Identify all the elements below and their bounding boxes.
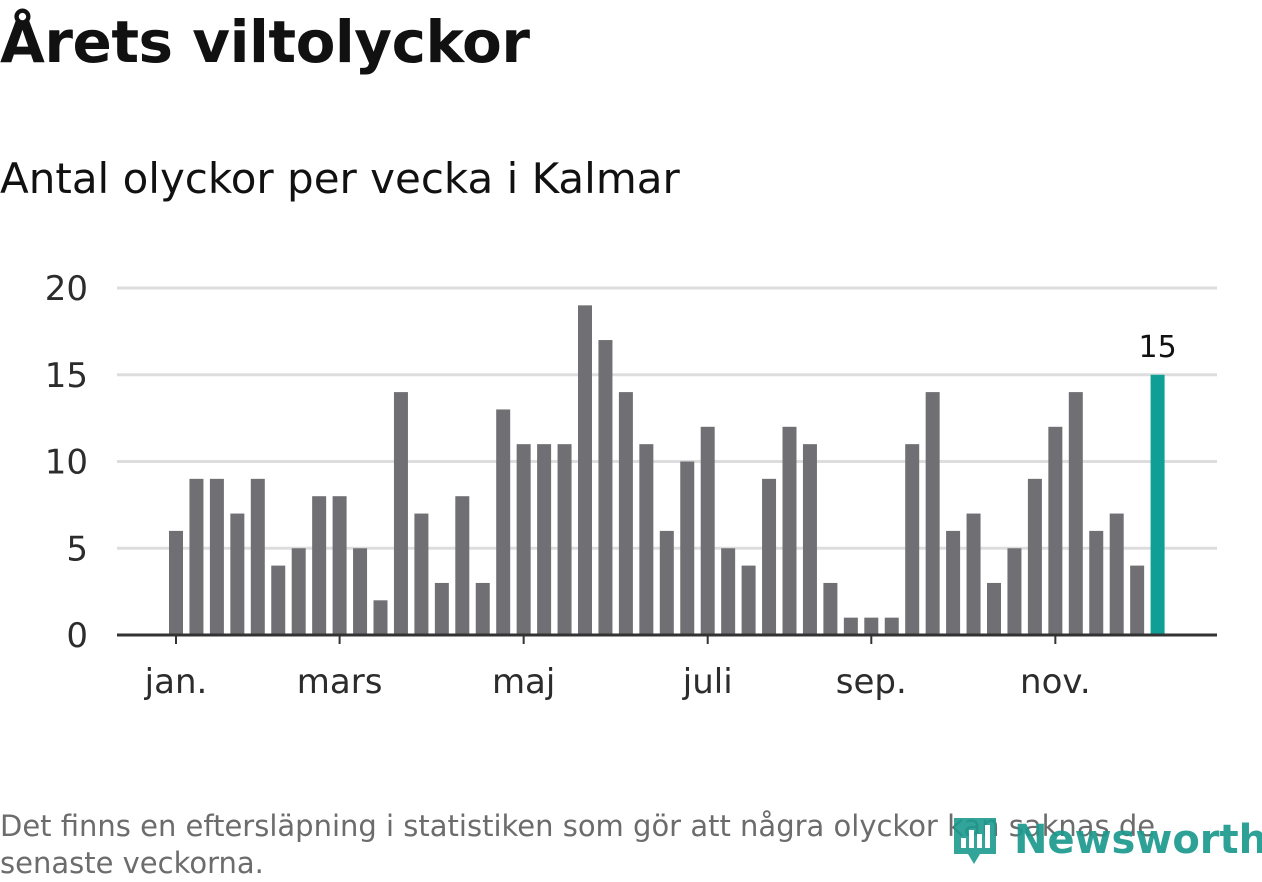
bar[interactable] [618, 392, 633, 635]
bar[interactable] [884, 617, 899, 635]
bar[interactable] [332, 496, 347, 635]
y-tick-label: 5 [66, 529, 88, 569]
bar-highlight[interactable] [1150, 374, 1165, 635]
bar[interactable] [312, 496, 327, 635]
bar[interactable] [741, 565, 756, 635]
axis-labels: 0 5 10 15 20 jan. mars maj juli sep. nov. 15 [45, 269, 1177, 702]
bar[interactable] [434, 582, 449, 635]
bar[interactable] [189, 478, 204, 635]
bar[interactable] [823, 582, 838, 635]
bar[interactable] [925, 392, 940, 635]
x-tick-label: maj [492, 662, 555, 702]
bar[interactable] [639, 444, 654, 635]
bar[interactable] [864, 617, 879, 635]
bar[interactable] [537, 444, 552, 635]
bar[interactable] [721, 548, 736, 635]
bar[interactable] [762, 478, 777, 635]
bar[interactable] [414, 513, 429, 635]
bar[interactable] [1109, 513, 1124, 635]
x-tick-label: nov. [1020, 662, 1091, 702]
x-tick-label: jan. [144, 662, 208, 702]
bar[interactable] [557, 444, 572, 635]
bar[interactable] [353, 548, 368, 635]
bars [169, 305, 1165, 635]
x-axis [117, 633, 1217, 644]
bar[interactable] [169, 530, 183, 635]
x-tick-label: juli [682, 662, 733, 702]
bar[interactable] [1068, 392, 1083, 635]
bar[interactable] [1089, 530, 1104, 635]
bar[interactable] [987, 582, 1001, 635]
bar[interactable] [843, 617, 858, 635]
y-tick-label: 15 [45, 356, 88, 396]
bar[interactable] [700, 426, 715, 635]
y-tick-label: 20 [45, 269, 88, 309]
bar[interactable] [1130, 565, 1145, 635]
bar[interactable] [1048, 426, 1063, 635]
bar[interactable] [393, 392, 408, 635]
bar[interactable] [475, 582, 490, 635]
data-label-highlight: 15 [1139, 330, 1177, 365]
bar[interactable] [1007, 548, 1022, 635]
bar[interactable] [659, 530, 674, 635]
bar[interactable] [496, 409, 511, 635]
newsworthy-logo-icon [954, 818, 996, 864]
x-tick-label: sep. [836, 662, 907, 702]
bar[interactable] [680, 461, 695, 636]
bar[interactable] [373, 600, 388, 635]
bar[interactable] [209, 478, 224, 635]
bar[interactable] [782, 426, 797, 635]
bar[interactable] [230, 513, 245, 635]
logo-wordmark: Newsworthy [1014, 817, 1262, 863]
bar[interactable] [802, 444, 817, 635]
x-tick-label: mars [297, 662, 383, 702]
chart-subtitle: Antal olyckor per vecka i Kalmar [0, 154, 680, 203]
bar[interactable] [578, 305, 592, 635]
bar[interactable] [271, 565, 286, 635]
chart-title: Årets viltolyckor [0, 8, 530, 76]
bar[interactable] [516, 444, 531, 635]
bar[interactable] [1027, 478, 1042, 635]
newsworthy-logo[interactable]: Newsworthy [950, 812, 1262, 868]
bar[interactable] [966, 513, 981, 635]
bar-chart: 0 5 10 15 20 jan. mars maj juli sep. nov. 15 [45, 269, 1217, 702]
bar[interactable] [291, 548, 306, 635]
bar[interactable] [455, 496, 470, 635]
bar[interactable] [598, 340, 613, 635]
bar[interactable] [905, 444, 920, 635]
y-tick-label: 10 [45, 443, 88, 483]
y-tick-label: 0 [66, 616, 88, 656]
bar[interactable] [946, 530, 961, 635]
bar[interactable] [250, 478, 265, 635]
